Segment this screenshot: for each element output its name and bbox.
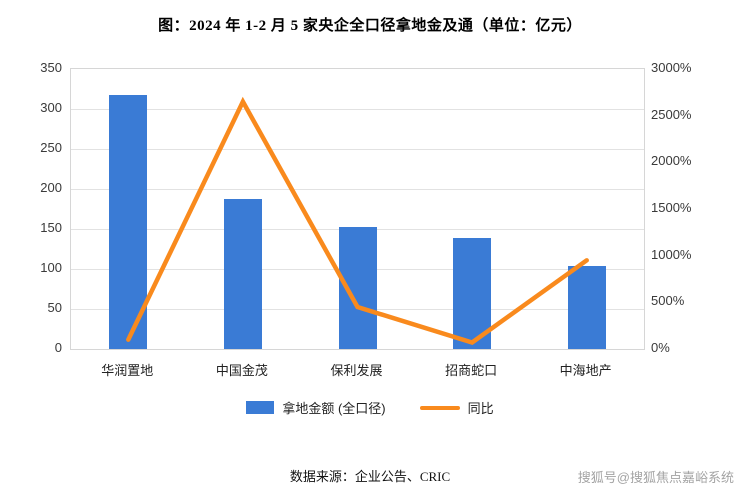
x-axis-label-华润置地: 华润置地 (101, 363, 154, 378)
bar-华润置地 (109, 95, 148, 349)
data-source-text: 数据来源：企业公告、CRIC (289, 469, 451, 484)
left-axis-tick-label: 100 (40, 260, 62, 275)
x-axis-labels: 华润置地 中国金茂 保利发展 招商蛇口 中海地产 (70, 360, 645, 380)
bar-series-swatch (246, 401, 275, 414)
right-axis-tick-label: 500% (651, 293, 685, 309)
legend-item-line: 同比 (419, 398, 494, 417)
bar-招商蛇口 (453, 237, 492, 349)
gridline (71, 149, 644, 150)
left-axis-tick-label: 0 (54, 340, 62, 355)
legend-item-bar: 拿地金额 (全口径) (246, 398, 386, 417)
left-axis-tick-label: 350 (40, 60, 62, 75)
gridline (71, 189, 644, 190)
chart-title: 图：2024 年 1-2 月 5 家央企全口径拿地金及通（单位：亿元） (158, 18, 582, 34)
left-axis-tick-label: 50 (47, 300, 62, 315)
x-axis-label-招商蛇口: 招商蛇口 (445, 363, 498, 378)
right-axis-tick-label: 2500% (651, 106, 692, 122)
right-axis-ticks: 0% 500% 1000% 1500% 2000% 2500% 3000% (651, 61, 731, 355)
line-series-label: 同比 (467, 401, 494, 416)
line-series-同比 (126, 96, 589, 345)
chart-legend: 拿地金额 (全口径) 同比 (0, 398, 740, 417)
line-series-swatch (419, 405, 460, 410)
x-axis-label-中海地产: 中海地产 (559, 363, 612, 378)
right-axis-tick-label: 0% (651, 340, 670, 355)
bar-中海地产 (567, 265, 606, 349)
bar-中国金茂 (223, 198, 262, 349)
plot-area (70, 68, 645, 350)
left-axis-tick-label: 250 (40, 140, 62, 155)
x-axis-label-中国金茂: 中国金茂 (215, 363, 268, 378)
right-axis-tick-label: 1000% (651, 246, 692, 262)
gridline (71, 109, 644, 110)
right-axis-tick-label: 2000% (651, 153, 692, 169)
right-axis-tick-label: 3000% (651, 60, 692, 75)
left-axis-tick-label: 150 (40, 220, 62, 235)
left-axis-tick-label: 200 (40, 180, 62, 195)
left-axis-ticks: 0 50 100 150 200 250 300 350 (0, 61, 62, 355)
right-axis-tick-label: 1500% (651, 200, 692, 215)
left-axis-tick-label: 300 (40, 100, 62, 115)
bar-series-label: 拿地金额 (全口径) (282, 401, 386, 416)
x-axis-label-保利发展: 保利发展 (330, 363, 383, 378)
watermark-text: 搜狐号@搜狐焦点嘉峪系统 (577, 470, 734, 485)
